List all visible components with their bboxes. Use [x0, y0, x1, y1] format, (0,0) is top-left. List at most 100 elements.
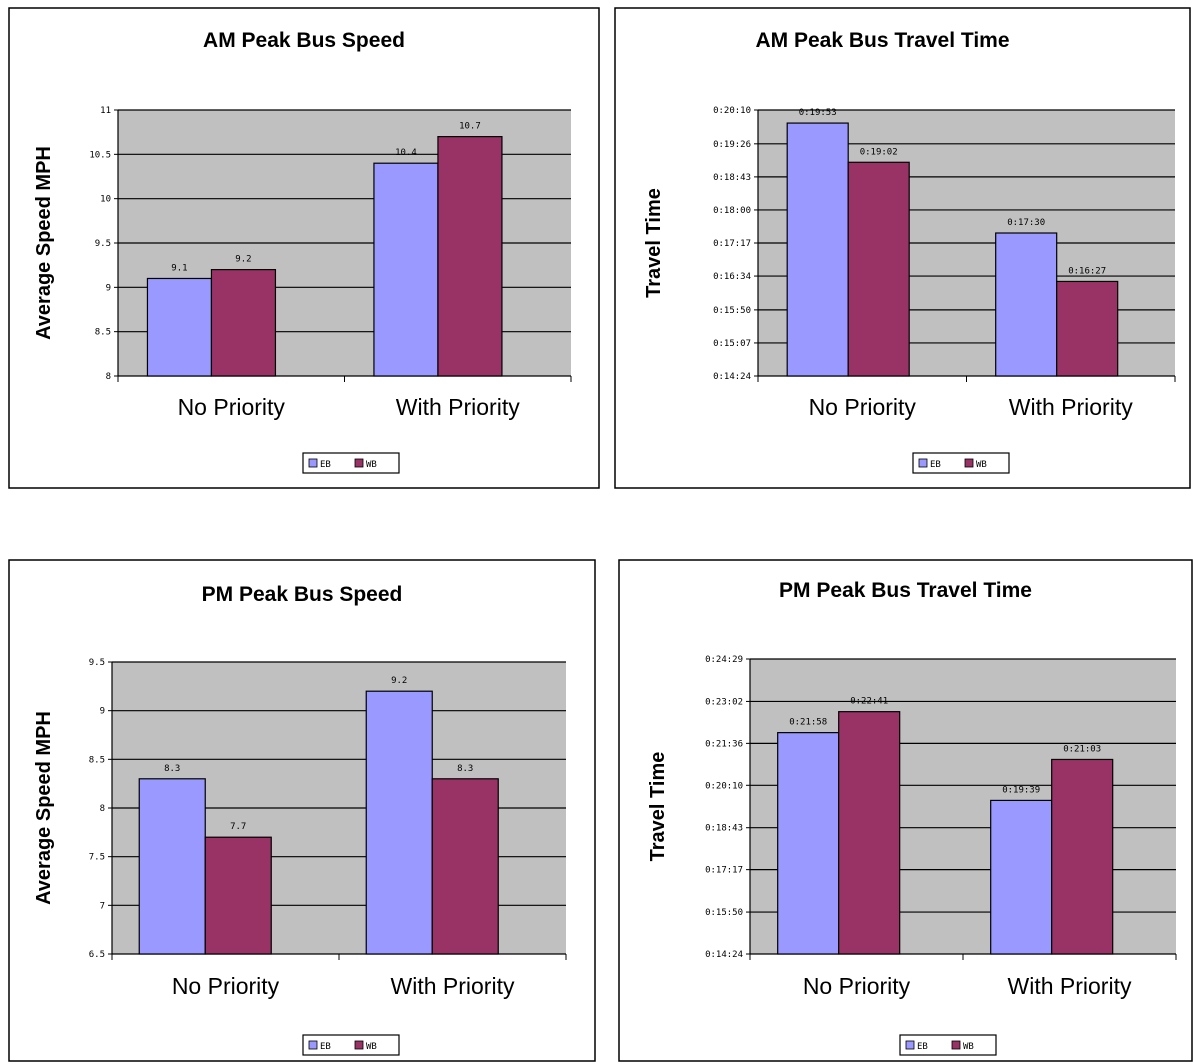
am-speed-y-tick-label: 10 [100, 195, 111, 205]
am-speed-bar-eb [373, 162, 439, 377]
pm-travel-time-bar-eb [990, 799, 1053, 955]
am-speed-bar-wb [437, 136, 503, 377]
am-travel-time-bar-eb [786, 122, 849, 377]
am-speed-y-axis-label: Average Speed MPH [33, 146, 55, 340]
am-speed-title: AM Peak Bus Speed [203, 29, 405, 52]
pm-travel-time-y-tick-label: 0:20:10 [705, 781, 743, 791]
pm-speed-bar-wb [204, 836, 272, 955]
am-travel-time-legend: EB WB [912, 452, 1010, 474]
pm-travel-time-bar-eb [777, 732, 840, 955]
pm-travel-time-y-tick-label: 0:14:24 [705, 950, 743, 960]
pm-speed-legend-label-wb: WB [366, 1042, 377, 1052]
am-speed-chart-svg: AM Peak Bus Speed 8 8.5 9 9.5 10 10.5 11 9.1 9.2 N… [8, 7, 600, 489]
am-speed-category-label: With Priority [396, 394, 520, 420]
pm-speed-y-tick-label: 8 [100, 804, 105, 814]
pm-travel-time-y-tick-label: 0:24:29 [705, 655, 743, 665]
pm-travel-time-chart-svg: PM Peak Bus Travel Time 0:14:24 0:15:50 0:1… [618, 559, 1193, 1062]
am-speed-bar-eb [146, 277, 213, 377]
pm-travel-time-y-tick-label: 0:15:50 [705, 908, 743, 918]
pm-travel-time-legend-swatch-wb [951, 1040, 961, 1050]
am-speed-legend-swatch-eb [308, 458, 318, 468]
pm-speed-bar-eb [138, 778, 206, 955]
pm-speed-category-label: With Priority [391, 973, 515, 999]
pm-speed-y-axis-label: Average Speed MPH [33, 711, 55, 905]
am-travel-time-legend-label-wb: WB [976, 460, 987, 470]
am-speed-category-label: No Priority [178, 394, 286, 420]
am-travel-time-y-tick-label: 0:19:26 [713, 140, 751, 150]
am-speed-y-tick-label: 9 [106, 283, 111, 293]
pm-speed-data-label: 7.7 [230, 822, 246, 832]
am-travel-time-data-label: 0:19:02 [860, 147, 898, 157]
am-travel-time-legend-swatch-eb [918, 458, 928, 468]
pm-speed-y-tick-label: 8.5 [89, 755, 105, 765]
am-travel-time-data-label: 0:19:53 [799, 108, 837, 118]
am-speed-y-tick-label: 9.5 [95, 239, 111, 249]
am-travel-time-legend-label-eb: EB [930, 460, 941, 470]
am-speed-legend-label-eb: EB [320, 460, 331, 470]
am-travel-time-y-tick-label: 0:15:07 [713, 339, 751, 349]
am-speed-legend: EB WB [302, 452, 400, 474]
pm-speed-chart-svg: PM Peak Bus Speed 6.5 7 7.5 8 8.5 9 9.5 8.3 7.7 No… [8, 559, 596, 1062]
pm-travel-time-data-label: 0:21:03 [1063, 744, 1101, 754]
pm-travel-time-title: PM Peak Bus Travel Time [779, 579, 1032, 602]
am-speed-legend-label-wb: WB [366, 460, 377, 470]
pm-travel-time-legend-label-wb: WB [963, 1042, 974, 1052]
pm-speed-chart: PM Peak Bus Speed 6.5 7 7.5 8 8.5 9 9.5 8.3 7.7 No… [8, 559, 596, 1062]
pm-travel-time-legend-label-eb: EB [917, 1042, 928, 1052]
am-speed-data-label: 9.2 [235, 255, 251, 265]
pm-travel-time-category-label: No Priority [803, 973, 911, 999]
pm-speed-data-label: 8.3 [457, 764, 473, 774]
pm-speed-bar-wb [431, 778, 499, 955]
am-travel-time-data-label: 0:17:30 [1007, 218, 1045, 228]
am-speed-y-tick-label: 11 [100, 106, 111, 116]
am-travel-time-category-label: No Priority [809, 394, 917, 420]
pm-travel-time-legend-box [899, 1034, 997, 1056]
am-speed-data-label: 9.1 [171, 263, 187, 273]
pm-speed-legend: EB WB [302, 1034, 400, 1056]
pm-travel-time-data-label: 0:21:58 [789, 718, 827, 728]
pm-travel-time-legend-swatch-eb [905, 1040, 915, 1050]
am-travel-time-legend-box [912, 452, 1010, 474]
am-travel-time-bar-wb [847, 161, 910, 377]
am-speed-y-tick-label: 10.5 [89, 150, 111, 160]
am-travel-time-y-tick-label: 0:18:00 [713, 206, 751, 216]
pm-speed-legend-box [302, 1034, 400, 1056]
pm-travel-time-y-tick-label: 0:23:02 [705, 697, 743, 707]
am-travel-time-bar-wb [1056, 280, 1119, 377]
am-speed-y-tick-label: 8 [106, 372, 111, 382]
am-speed-y-tick-label: 8.5 [95, 328, 111, 338]
pm-travel-time-bar-wb [1051, 758, 1114, 955]
am-travel-time-y-tick-label: 0:14:24 [713, 372, 751, 382]
am-speed-legend-box [302, 452, 400, 474]
pm-speed-y-tick-label: 7.5 [89, 853, 105, 863]
am-travel-time-y-axis-label: Travel Time [643, 188, 665, 298]
pm-speed-data-label: 8.3 [164, 764, 180, 774]
am-travel-time-y-tick-label: 0:16:34 [713, 272, 751, 282]
pm-speed-y-tick-label: 7 [100, 901, 105, 911]
pm-speed-title: PM Peak Bus Speed [202, 583, 403, 606]
am-travel-time-y-tick-label: 0:17:17 [713, 239, 751, 249]
am-speed-legend-swatch-wb [354, 458, 364, 468]
pm-speed-category-label: No Priority [172, 973, 280, 999]
am-travel-time-category-label: With Priority [1009, 394, 1133, 420]
am-travel-time-chart-svg: AM Peak Bus Travel Time 0:14:24 0:15:07 0:1… [614, 7, 1191, 489]
pm-travel-time-legend: EB WB [899, 1034, 997, 1056]
am-travel-time-bar-eb [995, 232, 1058, 377]
pm-travel-time-y-tick-label: 0:18:43 [705, 824, 743, 834]
am-travel-time-y-tick-label: 0:18:43 [713, 173, 751, 183]
pm-travel-time-y-axis-label: Travel Time [647, 752, 669, 862]
am-speed-data-label: 10.7 [459, 122, 481, 132]
pm-speed-y-tick-label: 9.5 [89, 658, 105, 668]
am-speed-bar-wb [210, 269, 277, 377]
pm-speed-legend-label-eb: EB [320, 1042, 331, 1052]
am-travel-time-data-label: 0:16:27 [1068, 266, 1106, 276]
am-travel-time-legend-swatch-wb [964, 458, 974, 468]
pm-speed-y-tick-label: 9 [100, 707, 105, 717]
pm-speed-bar-eb [365, 690, 433, 955]
am-travel-time-y-tick-label: 0:20:10 [713, 106, 751, 116]
pm-travel-time-data-label: 0:22:41 [850, 697, 888, 707]
pm-speed-legend-swatch-eb [308, 1040, 318, 1050]
pm-speed-data-label: 9.2 [391, 676, 407, 686]
pm-speed-legend-swatch-wb [354, 1040, 364, 1050]
pm-travel-time-category-label: With Priority [1008, 973, 1132, 999]
